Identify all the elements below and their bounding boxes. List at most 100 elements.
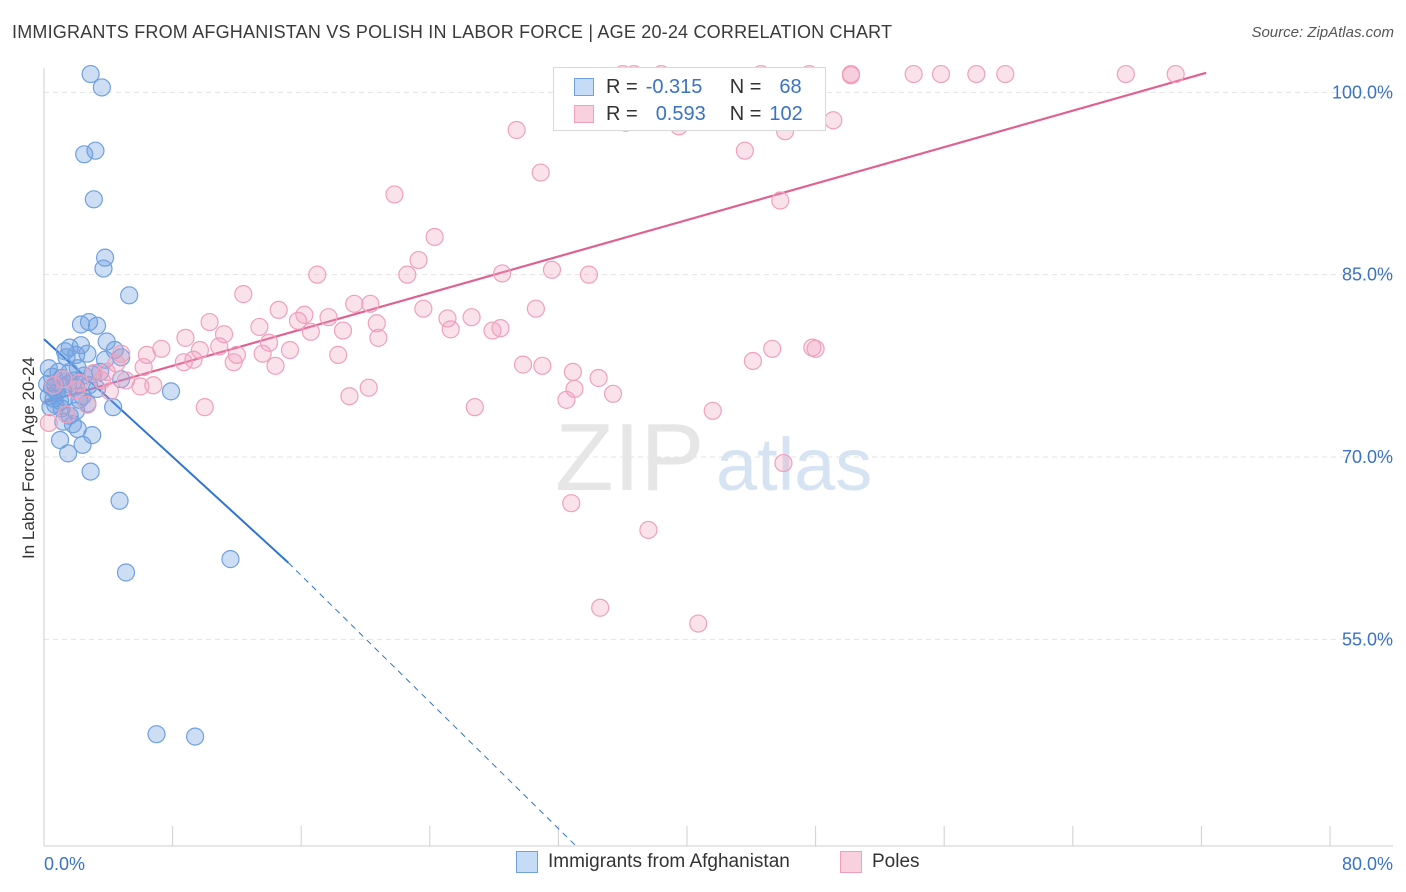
afghanistan-point — [161, 382, 181, 401]
poles-point — [195, 398, 214, 417]
poles-point — [996, 64, 1015, 84]
legend-n-label: N = — [729, 102, 762, 125]
afghanistan-point — [94, 259, 113, 278]
afghanistan-point — [84, 190, 103, 209]
poles-point — [67, 381, 86, 400]
poles-point — [1166, 64, 1185, 84]
poles-point — [563, 362, 582, 382]
afghanistan-point — [73, 435, 92, 454]
poles-point — [250, 317, 269, 337]
poles-point — [367, 314, 386, 333]
poles-point — [774, 453, 793, 473]
poles-point — [131, 377, 150, 396]
poles-point — [513, 355, 533, 374]
legend-item-poles: Poles — [840, 851, 920, 873]
poles-point — [234, 285, 253, 304]
source-label: Source: ZipAtlas.com — [1251, 24, 1394, 41]
afghanistan-point — [92, 78, 111, 97]
legend-swatch-pink — [840, 851, 862, 873]
legend-swatch-pink — [574, 105, 594, 123]
afghanistan-point — [75, 145, 94, 164]
poles-point — [735, 141, 754, 160]
poles-point — [319, 308, 338, 327]
poles-point — [144, 376, 163, 395]
poles-point — [112, 344, 131, 363]
chart-title: IMMIGRANTS FROM AFGHANISTAN VS POLISH IN… — [12, 22, 893, 42]
poles-point — [409, 250, 428, 270]
poles-point — [589, 368, 608, 388]
poles-point — [526, 299, 545, 318]
poles-point — [259, 333, 279, 352]
legend-r-label: R = — [606, 102, 638, 125]
poles-point — [54, 370, 73, 389]
afghanistan-point — [116, 563, 136, 582]
afghanistan-point — [147, 725, 166, 744]
afghanistan-point — [87, 316, 107, 335]
poles-point — [39, 413, 58, 433]
poles-point — [557, 390, 576, 409]
poles-point — [507, 120, 526, 140]
poles-point — [763, 339, 782, 358]
y-tick-label: 55.0% — [1342, 629, 1393, 649]
legend-n-value: 102 — [769, 102, 803, 125]
poles-point — [301, 322, 320, 341]
poles-point — [253, 344, 272, 363]
poles-point — [931, 64, 951, 84]
afghanistan-point — [59, 444, 78, 463]
poles-point — [465, 398, 484, 417]
afghanistan-point — [110, 491, 129, 510]
poles-point — [703, 401, 722, 420]
afghanistan-point — [81, 462, 100, 481]
poles-point — [425, 227, 444, 247]
afghanistan-point — [78, 344, 97, 363]
y-tick-label: 70.0% — [1342, 447, 1393, 467]
legend-swatch-blue — [516, 851, 538, 873]
y-axis-label: In Labor Force | Age 20-24 — [19, 357, 38, 559]
poles-point — [591, 598, 610, 617]
poles-point — [269, 300, 288, 320]
poles-point — [333, 321, 353, 340]
poles-point — [176, 328, 195, 347]
poles-point — [542, 260, 562, 279]
poles-point — [462, 308, 481, 327]
poles-point — [329, 345, 348, 364]
poles-point — [562, 494, 581, 513]
legend-label-afghanistan: Immigrants from Afghanistan — [548, 851, 790, 872]
grid-layer — [44, 91, 1394, 640]
y-tick-label: 85.0% — [1342, 265, 1393, 285]
poles-point — [340, 387, 359, 406]
afghanistan-point — [104, 398, 123, 417]
poles-point — [345, 294, 364, 313]
legend-row-afghanistan: R = -0.315 N = 68 — [574, 74, 802, 100]
legend-swatch-blue — [574, 78, 594, 96]
afghanistan-point — [81, 64, 100, 84]
poles-point — [280, 340, 300, 360]
poles-point — [210, 337, 229, 356]
afghanistan-point — [186, 727, 205, 746]
poles-point — [398, 265, 417, 284]
poles-point — [359, 378, 378, 397]
afghanistan-point — [221, 550, 240, 569]
correlation-legend: R = -0.315 N = 68 R = 0.593 N = 102 — [553, 67, 826, 131]
legend-n-value: 68 — [779, 75, 802, 98]
poles-point — [200, 312, 219, 332]
poles-point — [841, 66, 861, 85]
watermark-atlas: atlas — [716, 423, 872, 506]
poles-point — [1116, 64, 1135, 84]
poles-point — [308, 265, 327, 284]
x-tick-label: 0.0% — [44, 854, 85, 874]
watermark-zip: ZIP — [555, 404, 704, 511]
poles-point — [361, 294, 380, 313]
poles-point — [904, 64, 923, 84]
poles-point — [78, 395, 97, 414]
poles-point — [44, 376, 63, 395]
watermark: ZIP atlas — [555, 404, 872, 511]
poles-point — [97, 362, 116, 382]
poles-point — [438, 309, 457, 328]
poles-point — [385, 185, 404, 204]
poles-point — [803, 338, 822, 357]
afghanistan-point — [86, 141, 105, 160]
poles-point — [369, 328, 388, 347]
poles-point — [414, 299, 433, 318]
